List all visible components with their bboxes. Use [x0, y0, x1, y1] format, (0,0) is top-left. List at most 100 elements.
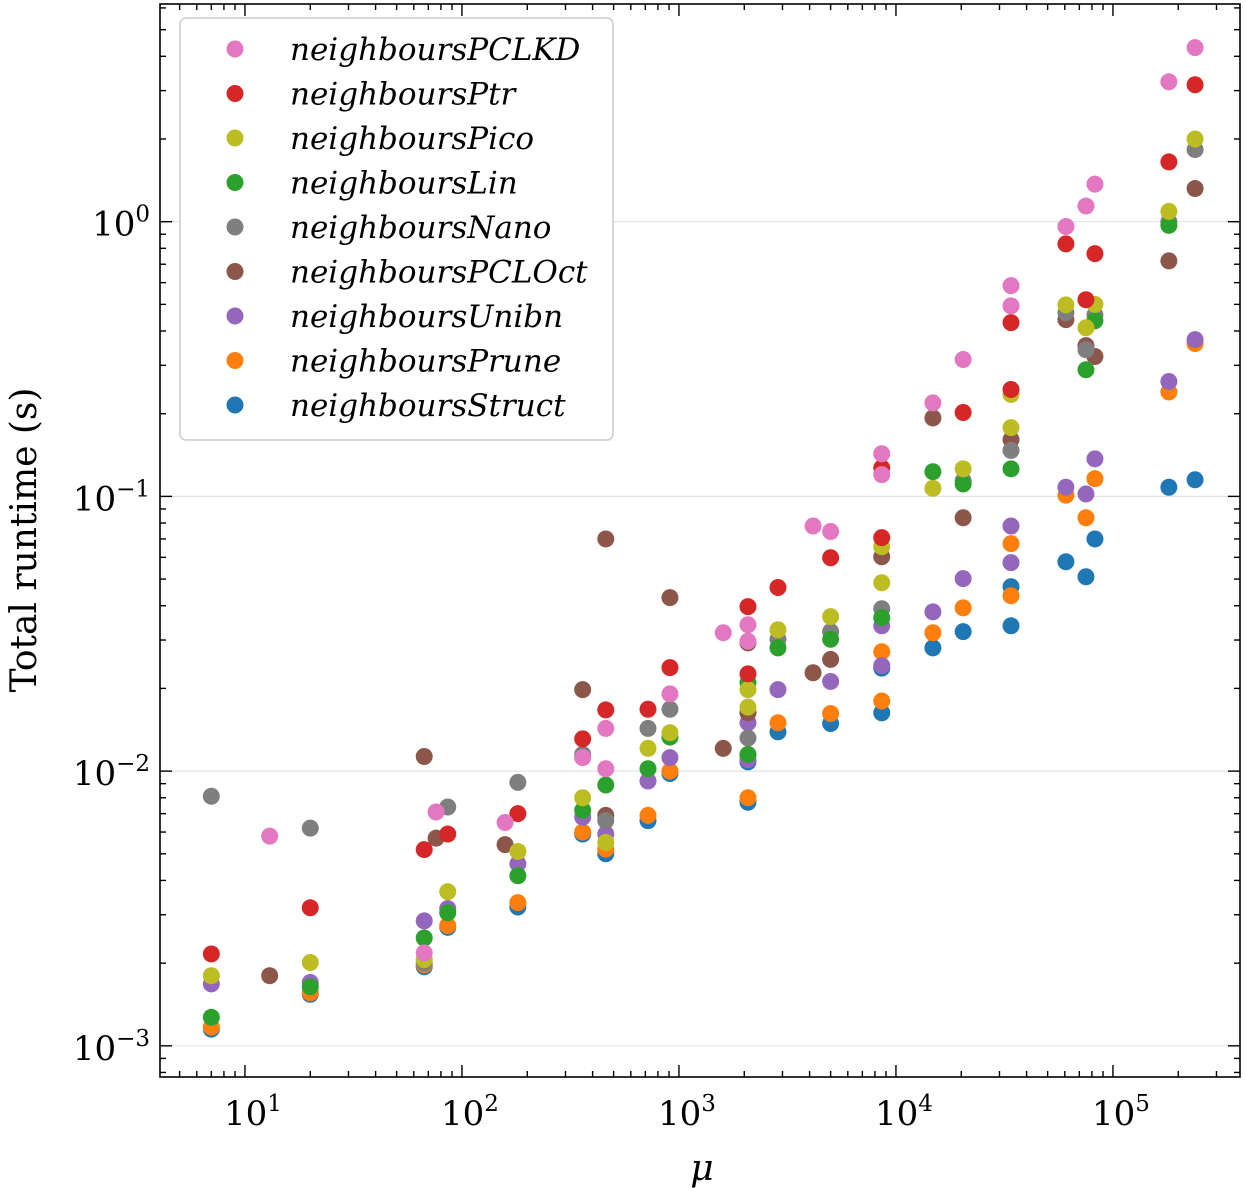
- y-tick-label: 100: [92, 202, 150, 245]
- data-point: [1077, 197, 1095, 215]
- data-point: [597, 760, 615, 778]
- data-point: [1086, 450, 1104, 468]
- data-point: [1002, 297, 1020, 315]
- data-point: [822, 705, 840, 723]
- legend-label: neighboursPCLKD: [290, 32, 581, 68]
- legend-marker: [226, 129, 244, 147]
- data-point: [769, 639, 787, 657]
- data-point: [1186, 76, 1204, 94]
- data-point: [873, 609, 891, 627]
- data-point: [1086, 530, 1104, 548]
- legend-marker: [226, 352, 244, 369]
- data-point: [804, 664, 822, 682]
- data-point: [954, 404, 972, 422]
- data-point: [1002, 441, 1020, 459]
- data-point: [597, 833, 615, 851]
- data-point: [739, 632, 757, 650]
- data-point: [1002, 535, 1020, 553]
- data-point: [202, 967, 220, 985]
- data-point: [661, 700, 679, 718]
- data-point: [661, 659, 679, 677]
- data-point: [661, 589, 679, 607]
- legend-label: neighboursStruct: [290, 388, 566, 424]
- data-point: [924, 624, 942, 642]
- legend-label: neighboursUnibn: [290, 299, 563, 335]
- data-point: [739, 789, 757, 807]
- data-point: [597, 530, 615, 548]
- data-point: [427, 803, 445, 821]
- data-points: [202, 39, 1204, 1038]
- legend: neighboursPCLKD neighboursPtr neighboursPi…: [179, 17, 614, 441]
- data-point: [1160, 252, 1178, 270]
- data-point: [873, 657, 891, 675]
- data-point: [822, 549, 840, 567]
- y-tick-label: 10−3: [73, 1026, 150, 1069]
- data-point: [597, 701, 615, 719]
- data-point: [769, 714, 787, 732]
- legend-label: neighboursPCLOct: [290, 255, 588, 291]
- data-point: [1057, 478, 1075, 496]
- data-point: [1186, 471, 1204, 489]
- data-point: [1002, 587, 1020, 605]
- x-tick-label: 105: [1092, 1091, 1150, 1134]
- data-point: [954, 623, 972, 641]
- data-point: [574, 681, 592, 699]
- data-point: [661, 724, 679, 742]
- legend-marker: [226, 218, 244, 236]
- data-point: [509, 894, 527, 912]
- legend-label: neighboursLin: [290, 166, 518, 202]
- plot-frame: [159, 3, 1241, 1078]
- data-point: [873, 643, 891, 661]
- data-point: [1002, 419, 1020, 437]
- data-point: [1077, 291, 1095, 309]
- data-point: [639, 760, 657, 778]
- data-point: [202, 787, 220, 805]
- data-point: [1002, 380, 1020, 398]
- y-axis-label: Total runtime (s): [4, 388, 45, 693]
- data-point: [1057, 296, 1075, 314]
- data-point: [739, 681, 757, 699]
- data-point: [1002, 554, 1020, 572]
- data-point: [1077, 485, 1095, 503]
- data-point: [1002, 314, 1020, 332]
- series-neighboursPtr: [202, 76, 1204, 963]
- legend-label: neighboursNano: [290, 210, 551, 246]
- data-point: [739, 729, 757, 747]
- data-point: [261, 827, 279, 845]
- legend-marker: [226, 174, 244, 191]
- data-point: [415, 841, 433, 859]
- data-point: [739, 745, 757, 763]
- data-point: [301, 899, 319, 917]
- data-point: [739, 665, 757, 683]
- data-point: [439, 883, 457, 901]
- series-neighboursLin: [202, 216, 1178, 1026]
- data-point: [301, 954, 319, 972]
- legend-marker: [226, 396, 244, 414]
- x-tick-label: 104: [875, 1091, 933, 1134]
- x-tick-label: 103: [658, 1091, 716, 1134]
- legend-marker: [226, 307, 244, 325]
- series-neighboursPCLKD: [261, 39, 1204, 962]
- data-point: [924, 394, 942, 412]
- data-point: [1160, 478, 1178, 496]
- legend-box: [179, 17, 614, 441]
- data-point: [1077, 361, 1095, 379]
- data-point: [509, 773, 527, 791]
- data-point: [597, 776, 615, 794]
- data-point: [597, 812, 615, 830]
- data-point: [739, 698, 757, 716]
- data-point: [439, 917, 457, 935]
- data-point: [1160, 216, 1178, 234]
- data-point: [769, 621, 787, 639]
- data-point: [202, 945, 220, 963]
- data-point: [873, 574, 891, 592]
- data-point: [574, 749, 592, 767]
- data-point: [1077, 568, 1095, 586]
- data-point: [597, 719, 615, 737]
- data-point: [1160, 73, 1178, 91]
- data-point: [661, 762, 679, 780]
- data-point: [1077, 341, 1095, 359]
- data-point: [924, 479, 942, 497]
- data-point: [1086, 470, 1104, 488]
